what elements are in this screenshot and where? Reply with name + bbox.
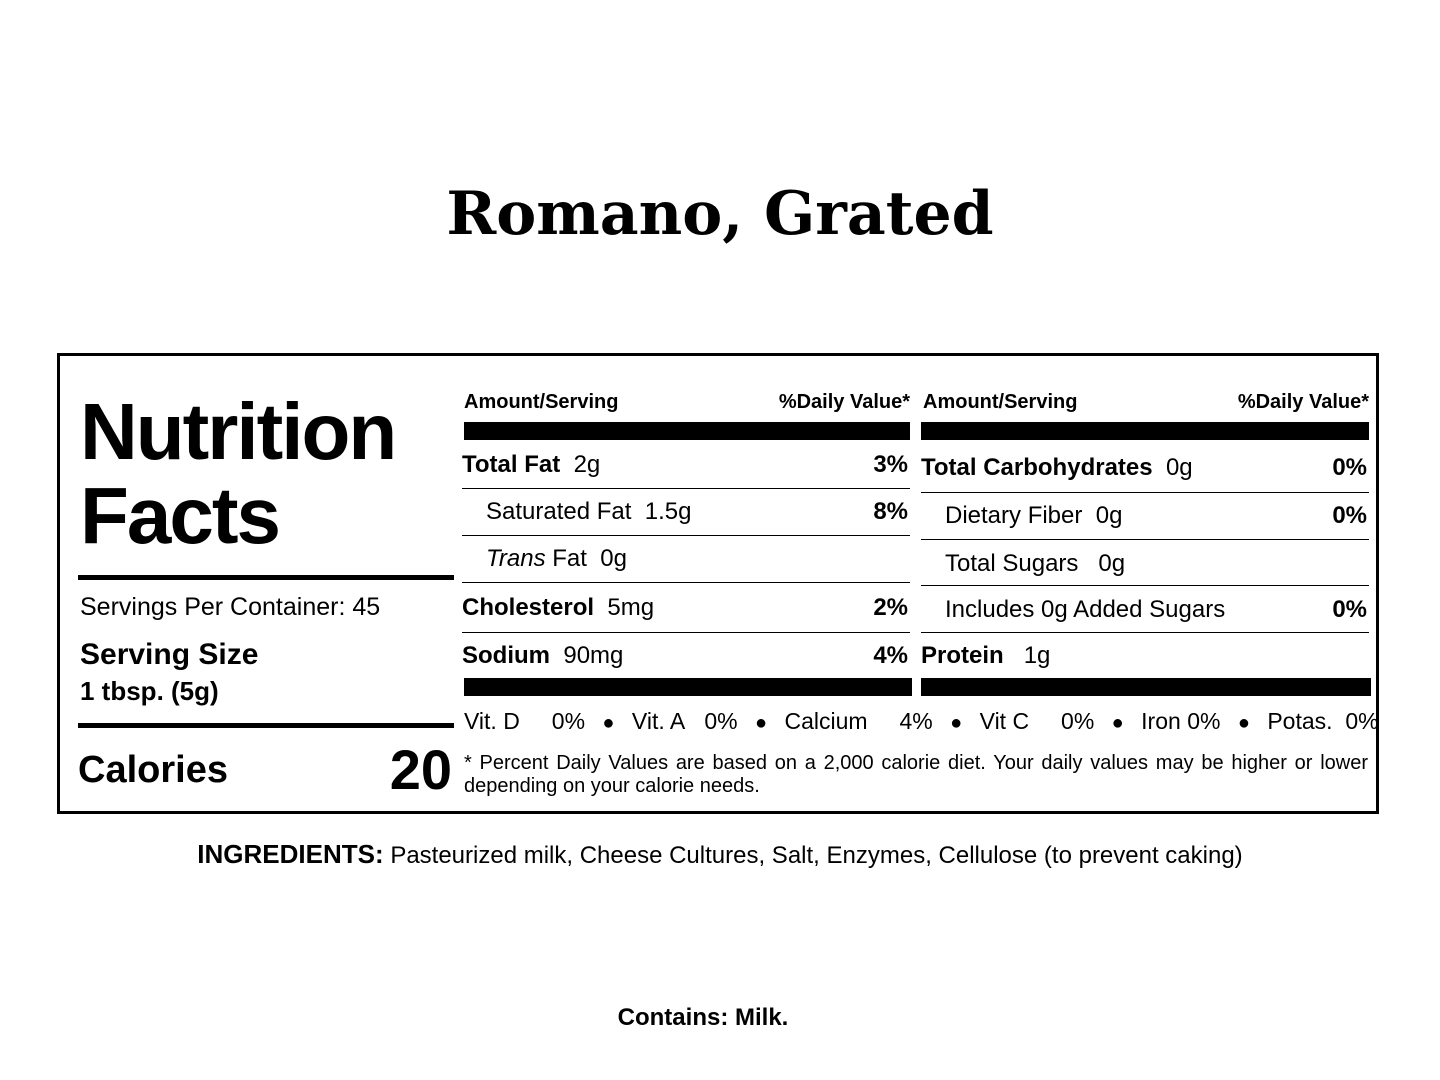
nutrient-row-protein: Protein 1g <box>921 641 1369 671</box>
bullet-icon: ● <box>1111 712 1124 734</box>
column-bar-top <box>921 422 1369 440</box>
nutrient-dv: 0% <box>1332 502 1367 529</box>
nutrient-amount: 0g <box>1165 454 1193 481</box>
daily-value-header: %Daily Value* <box>1237 391 1369 413</box>
vitamin-name: Calcium <box>784 708 868 734</box>
vitamin-name: Vit. D <box>464 708 520 734</box>
nutrient-amount: 0g <box>600 545 627 572</box>
bullet-icon: ● <box>1237 712 1250 734</box>
nutrient-amount: 90mg <box>563 642 624 669</box>
nutrient-row-sodium: Sodium 90mg 4% <box>462 641 910 671</box>
servings-per-container: Servings Per Container: 45 <box>80 593 381 621</box>
column-bar-bottom <box>921 678 1371 696</box>
ingredients-text: Pasteurized milk, Cheese Cultures, Salt,… <box>390 842 1243 869</box>
vitamin-value: 4% <box>899 708 933 734</box>
column-header: Amount/Serving %Daily Value* <box>923 390 1369 414</box>
nutrition-facts-label: Nutrition Facts Servings Per Container: … <box>57 353 1379 814</box>
nutrient-dv: 4% <box>873 642 908 669</box>
nutrient-row-cholesterol: Cholesterol 5mg 2% <box>462 593 910 623</box>
row-divider <box>462 582 910 583</box>
row-divider <box>462 535 910 536</box>
divider-thick <box>78 723 454 728</box>
nutrient-name: Saturated Fat <box>486 498 632 525</box>
amount-per-serving-header: Amount/Serving <box>464 391 619 413</box>
row-divider <box>921 585 1369 586</box>
nutrient-name: Cholesterol <box>462 594 595 621</box>
nutrient-amount: 2g <box>573 451 601 478</box>
vitamin-name: Vit C <box>979 708 1030 734</box>
row-divider <box>462 632 910 633</box>
ingredients-line: INGREDIENTS: Pasteurized milk, Cheese Cu… <box>0 838 1440 872</box>
nutrient-name-italic: Trans <box>486 545 546 572</box>
bullet-icon: ● <box>950 712 963 734</box>
nutrient-dv: 3% <box>873 451 908 478</box>
divider-thick <box>78 575 454 580</box>
nutrient-name: Includes 0g Added Sugars <box>945 596 1226 623</box>
column-header: Amount/Serving %Daily Value* <box>464 390 910 414</box>
daily-value-footnote: * Percent Daily Values are based on a 2,… <box>464 752 1368 797</box>
nutrient-row-total-carbohydrates: Total Carbohydrates 0g 0% <box>921 453 1369 483</box>
nutrient-dv: 8% <box>873 498 908 525</box>
vitamin-name: Potas. <box>1267 708 1333 734</box>
nutrient-name: Dietary Fiber <box>945 502 1083 529</box>
heading-line-1: Nutrition <box>80 387 397 476</box>
nutrition-facts-heading: Nutrition Facts <box>80 390 460 558</box>
nutrient-name: Total Fat <box>462 451 561 478</box>
nutrient-name: Total Carbohydrates <box>921 454 1153 481</box>
nutrient-name: Sodium <box>462 642 550 669</box>
nutrient-dv: 2% <box>873 594 908 621</box>
amount-per-serving-header: Amount/Serving <box>923 391 1078 413</box>
nutrient-row-saturated-fat: Saturated Fat 1.5g 8% <box>462 497 910 527</box>
nutrient-amount: 0g <box>1095 502 1123 529</box>
nutrient-amount: 5mg <box>607 594 655 621</box>
calories-label: Calories <box>78 749 228 791</box>
nutrient-row-trans-fat: Trans Fat 0g <box>462 544 910 574</box>
row-divider <box>462 488 910 489</box>
row-divider <box>921 492 1369 493</box>
nutrient-name: Fat <box>552 545 587 572</box>
nutrient-row-total-fat: Total Fat 2g 3% <box>462 450 910 480</box>
calories-value: 20 <box>389 738 452 801</box>
nutrient-amount: 0g <box>1098 550 1126 577</box>
serving-size-value: 1 tbsp. (5g) <box>80 676 219 706</box>
nutrient-dv: 0% <box>1332 596 1367 623</box>
nutrient-amount: 1g <box>1023 642 1051 669</box>
row-divider <box>921 632 1369 633</box>
bullet-icon: ● <box>602 712 615 734</box>
column-bar-top <box>464 422 910 440</box>
vitamin-value: 0% <box>1061 708 1095 734</box>
serving-size-label: Serving Size <box>80 638 259 671</box>
nutrient-row-total-sugars: Total Sugars 0g <box>921 549 1369 579</box>
nutrient-row-dietary-fiber: Dietary Fiber 0g 0% <box>921 501 1369 531</box>
vitamins-minerals-line: Vit. D 0% ● Vit. A 0% ● Calcium 4% ● Vit… <box>464 706 1379 738</box>
vitamin-value: 0% <box>704 708 738 734</box>
allergen-statement: Contains: Milk. <box>617 1004 789 1031</box>
vitamin-value: 0% <box>1187 708 1221 734</box>
product-title: Romano, Grated <box>446 179 994 249</box>
bullet-icon: ● <box>755 712 768 734</box>
nutrient-dv: 0% <box>1332 454 1367 481</box>
nutrient-amount: 1.5g <box>644 498 692 525</box>
heading-line-2: Facts <box>80 471 281 560</box>
nutrient-name: Protein <box>921 642 1004 669</box>
ingredients-label: INGREDIENTS: <box>197 839 384 869</box>
vitamin-name: Iron <box>1141 708 1181 734</box>
nutrient-row-added-sugars: Includes 0g Added Sugars 0% <box>921 595 1369 625</box>
vitamin-name: Vit. A <box>631 708 686 734</box>
vitamin-value: 0% <box>551 708 586 734</box>
nutrient-name: Total Sugars <box>945 550 1079 577</box>
vitamin-value: 0% <box>1345 708 1379 734</box>
daily-value-header: %Daily Value* <box>778 391 910 413</box>
column-bar-bottom <box>464 678 912 696</box>
row-divider <box>921 539 1369 540</box>
